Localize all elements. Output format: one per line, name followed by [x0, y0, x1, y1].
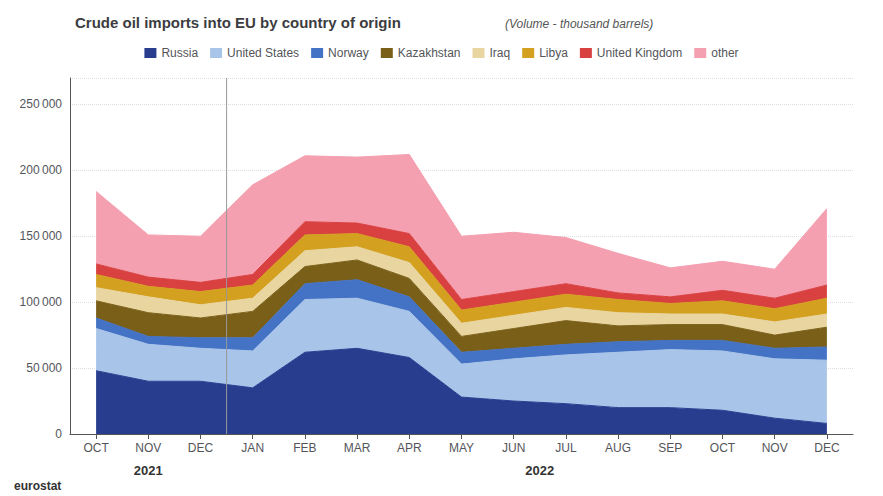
- svg-text:Norway: Norway: [328, 46, 369, 60]
- svg-text:NOV: NOV: [135, 441, 161, 455]
- svg-text:United Kingdom: United Kingdom: [597, 46, 682, 60]
- svg-text:OCT: OCT: [710, 441, 736, 455]
- svg-text:SEP: SEP: [658, 441, 682, 455]
- svg-text:250 000: 250 000: [20, 97, 63, 111]
- svg-text:United States: United States: [227, 46, 299, 60]
- svg-text:(Volume - thousand barrels): (Volume - thousand barrels): [505, 17, 653, 31]
- svg-text:DEC: DEC: [188, 441, 214, 455]
- svg-text:eurostat: eurostat: [14, 479, 61, 493]
- svg-text:Russia: Russia: [161, 46, 198, 60]
- svg-text:Iraq: Iraq: [490, 46, 511, 60]
- svg-text:150 000: 150 000: [20, 229, 63, 243]
- svg-text:2021: 2021: [134, 463, 163, 478]
- svg-text:50 000: 50 000: [26, 361, 62, 375]
- svg-text:JUL: JUL: [555, 441, 577, 455]
- svg-text:OCT: OCT: [83, 441, 109, 455]
- svg-text:DEC: DEC: [814, 441, 840, 455]
- svg-text:0: 0: [55, 427, 62, 441]
- svg-text:other: other: [711, 46, 738, 60]
- svg-text:Crude oil imports into EU by c: Crude oil imports into EU by country of …: [75, 14, 401, 31]
- svg-text:MAR: MAR: [344, 441, 371, 455]
- svg-text:AUG: AUG: [605, 441, 631, 455]
- svg-text:APR: APR: [397, 441, 422, 455]
- svg-text:FEB: FEB: [293, 441, 316, 455]
- svg-text:Libya: Libya: [539, 46, 568, 60]
- svg-text:Kazakhstan: Kazakhstan: [398, 46, 461, 60]
- svg-text:JUN: JUN: [502, 441, 525, 455]
- svg-text:2022: 2022: [525, 463, 554, 478]
- svg-text:NOV: NOV: [762, 441, 788, 455]
- svg-text:MAY: MAY: [449, 441, 474, 455]
- svg-text:200 000: 200 000: [20, 163, 63, 177]
- svg-text:100 000: 100 000: [20, 295, 63, 309]
- svg-text:JAN: JAN: [241, 441, 264, 455]
